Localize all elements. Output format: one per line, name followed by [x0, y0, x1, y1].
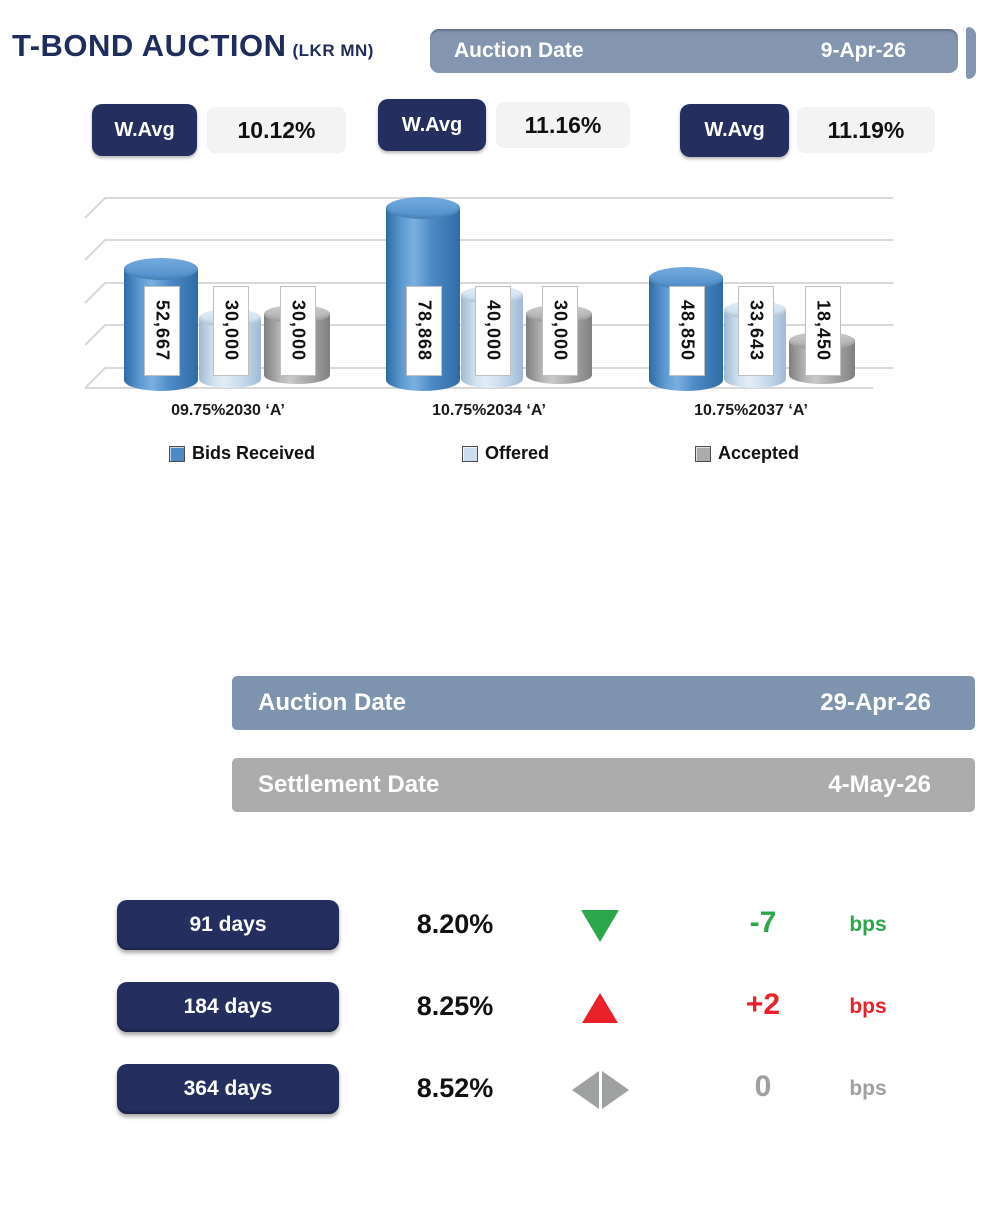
tenor-pill-91-days: 91 days — [117, 900, 339, 950]
cylinder-top — [124, 258, 198, 280]
triangle-right-shape — [601, 1071, 629, 1109]
value-label-52,667: 52,667 — [144, 286, 180, 376]
cylinder-top — [649, 267, 723, 289]
page-title-suffix: (LKR MN) — [292, 41, 374, 60]
value-label-40,000: 40,000 — [475, 286, 511, 376]
settlement-date-bar-value: 4-May-26 — [828, 771, 931, 798]
header-bracket-decoration — [963, 27, 976, 79]
bps-unit-label: bps — [849, 995, 887, 1018]
auction-date-value: 9-Apr-26 — [820, 39, 906, 62]
page-title: T-BOND AUCTION (LKR MN) — [12, 28, 374, 64]
auction-date-header-bar: Auction Date 9-Apr-26 — [430, 29, 958, 73]
value-label-text: 78,868 — [414, 300, 435, 362]
wavg-value-3: 11.19% — [797, 107, 935, 153]
triangle-down-shape — [581, 910, 619, 942]
value-label-text: 48,850 — [677, 300, 698, 362]
triangle-down-icon — [568, 906, 632, 946]
value-label-30,000: 30,000 — [542, 286, 578, 376]
triangle-up-icon — [568, 988, 632, 1028]
category-label-1: 09.75%2030 ‘A’ — [171, 402, 285, 419]
wavg-value-1: 10.12% — [207, 107, 346, 153]
value-label-text: 30,000 — [221, 300, 242, 362]
change-value-184-days: +2 — [745, 988, 781, 1021]
value-label-text: 40,000 — [483, 300, 504, 362]
value-label-30,000: 30,000 — [280, 286, 316, 376]
value-label-48,850: 48,850 — [669, 286, 705, 376]
legend-label: Offered — [485, 443, 550, 463]
tenor-pill-184-days: 184 days — [117, 982, 339, 1032]
legend-label: Bids Received — [192, 443, 316, 463]
value-label-text: 52,667 — [152, 300, 173, 362]
auction-date-bar-label: Auction Date — [258, 689, 407, 716]
value-label-33,643: 33,643 — [738, 286, 774, 376]
legend-marker-icon — [695, 445, 711, 462]
auction-date-bar-value: 29-Apr-26 — [820, 689, 931, 716]
change-value-364-days: 0 — [754, 1070, 772, 1103]
triangle-left-shape — [571, 1071, 599, 1109]
triangle-neutral-icon — [568, 1070, 632, 1110]
value-label-text: 30,000 — [550, 300, 571, 362]
cylinder-bar-chart: 52,667 78,868 48,850 30,000 40,000 33,643 30,0… — [0, 0, 1000, 500]
auction-date-label: Auction Date — [454, 39, 584, 62]
tenor-pill-364-days: 364 days — [117, 1064, 339, 1114]
legend-marker-icon — [169, 445, 185, 462]
legend-marker-icon — [462, 445, 478, 462]
value-label-30,000: 30,000 — [213, 286, 249, 376]
bps-unit-label: bps — [849, 1077, 887, 1100]
value-label-text: 30,000 — [288, 300, 309, 362]
category-label-2: 10.75%2034 ‘A’ — [432, 402, 546, 419]
legend-label: Accepted — [718, 443, 800, 463]
triangle-up-shape — [582, 993, 618, 1023]
value-label-78,868: 78,868 — [406, 286, 442, 376]
value-label-18,450: 18,450 — [805, 286, 841, 376]
bps-unit-label: bps — [849, 913, 887, 936]
wavg-badge-3: W.Avg — [680, 104, 789, 157]
value-label-text: 18,450 — [813, 300, 834, 362]
rate-value-184-days: 8.25% — [416, 991, 494, 1021]
value-label-text: 33,643 — [746, 300, 767, 362]
auction-date-bar: Auction Date 29-Apr-26 — [232, 676, 975, 730]
settlement-date-bar: Settlement Date 4-May-26 — [232, 758, 975, 812]
page-title-text: T-BOND AUCTION — [12, 28, 287, 63]
legend-item-bids-received: Bids Received — [169, 443, 315, 464]
rate-value-91-days: 8.20% — [416, 909, 494, 939]
settlement-date-bar-label: Settlement Date — [258, 771, 440, 798]
wavg-badge-1: W.Avg — [92, 104, 197, 156]
wavg-badge-2: W.Avg — [378, 99, 486, 151]
wavg-value-2: 11.16% — [496, 102, 630, 148]
category-label-3: 10.75%2037 ‘A’ — [694, 402, 808, 419]
legend-item-accepted: Accepted — [695, 443, 799, 464]
legend-item-offered: Offered — [462, 443, 549, 464]
cylinder-top — [386, 197, 460, 219]
change-value-91-days: -7 — [749, 906, 777, 939]
chart-gridlines — [84, 197, 893, 389]
rate-value-364-days: 8.52% — [416, 1073, 494, 1103]
